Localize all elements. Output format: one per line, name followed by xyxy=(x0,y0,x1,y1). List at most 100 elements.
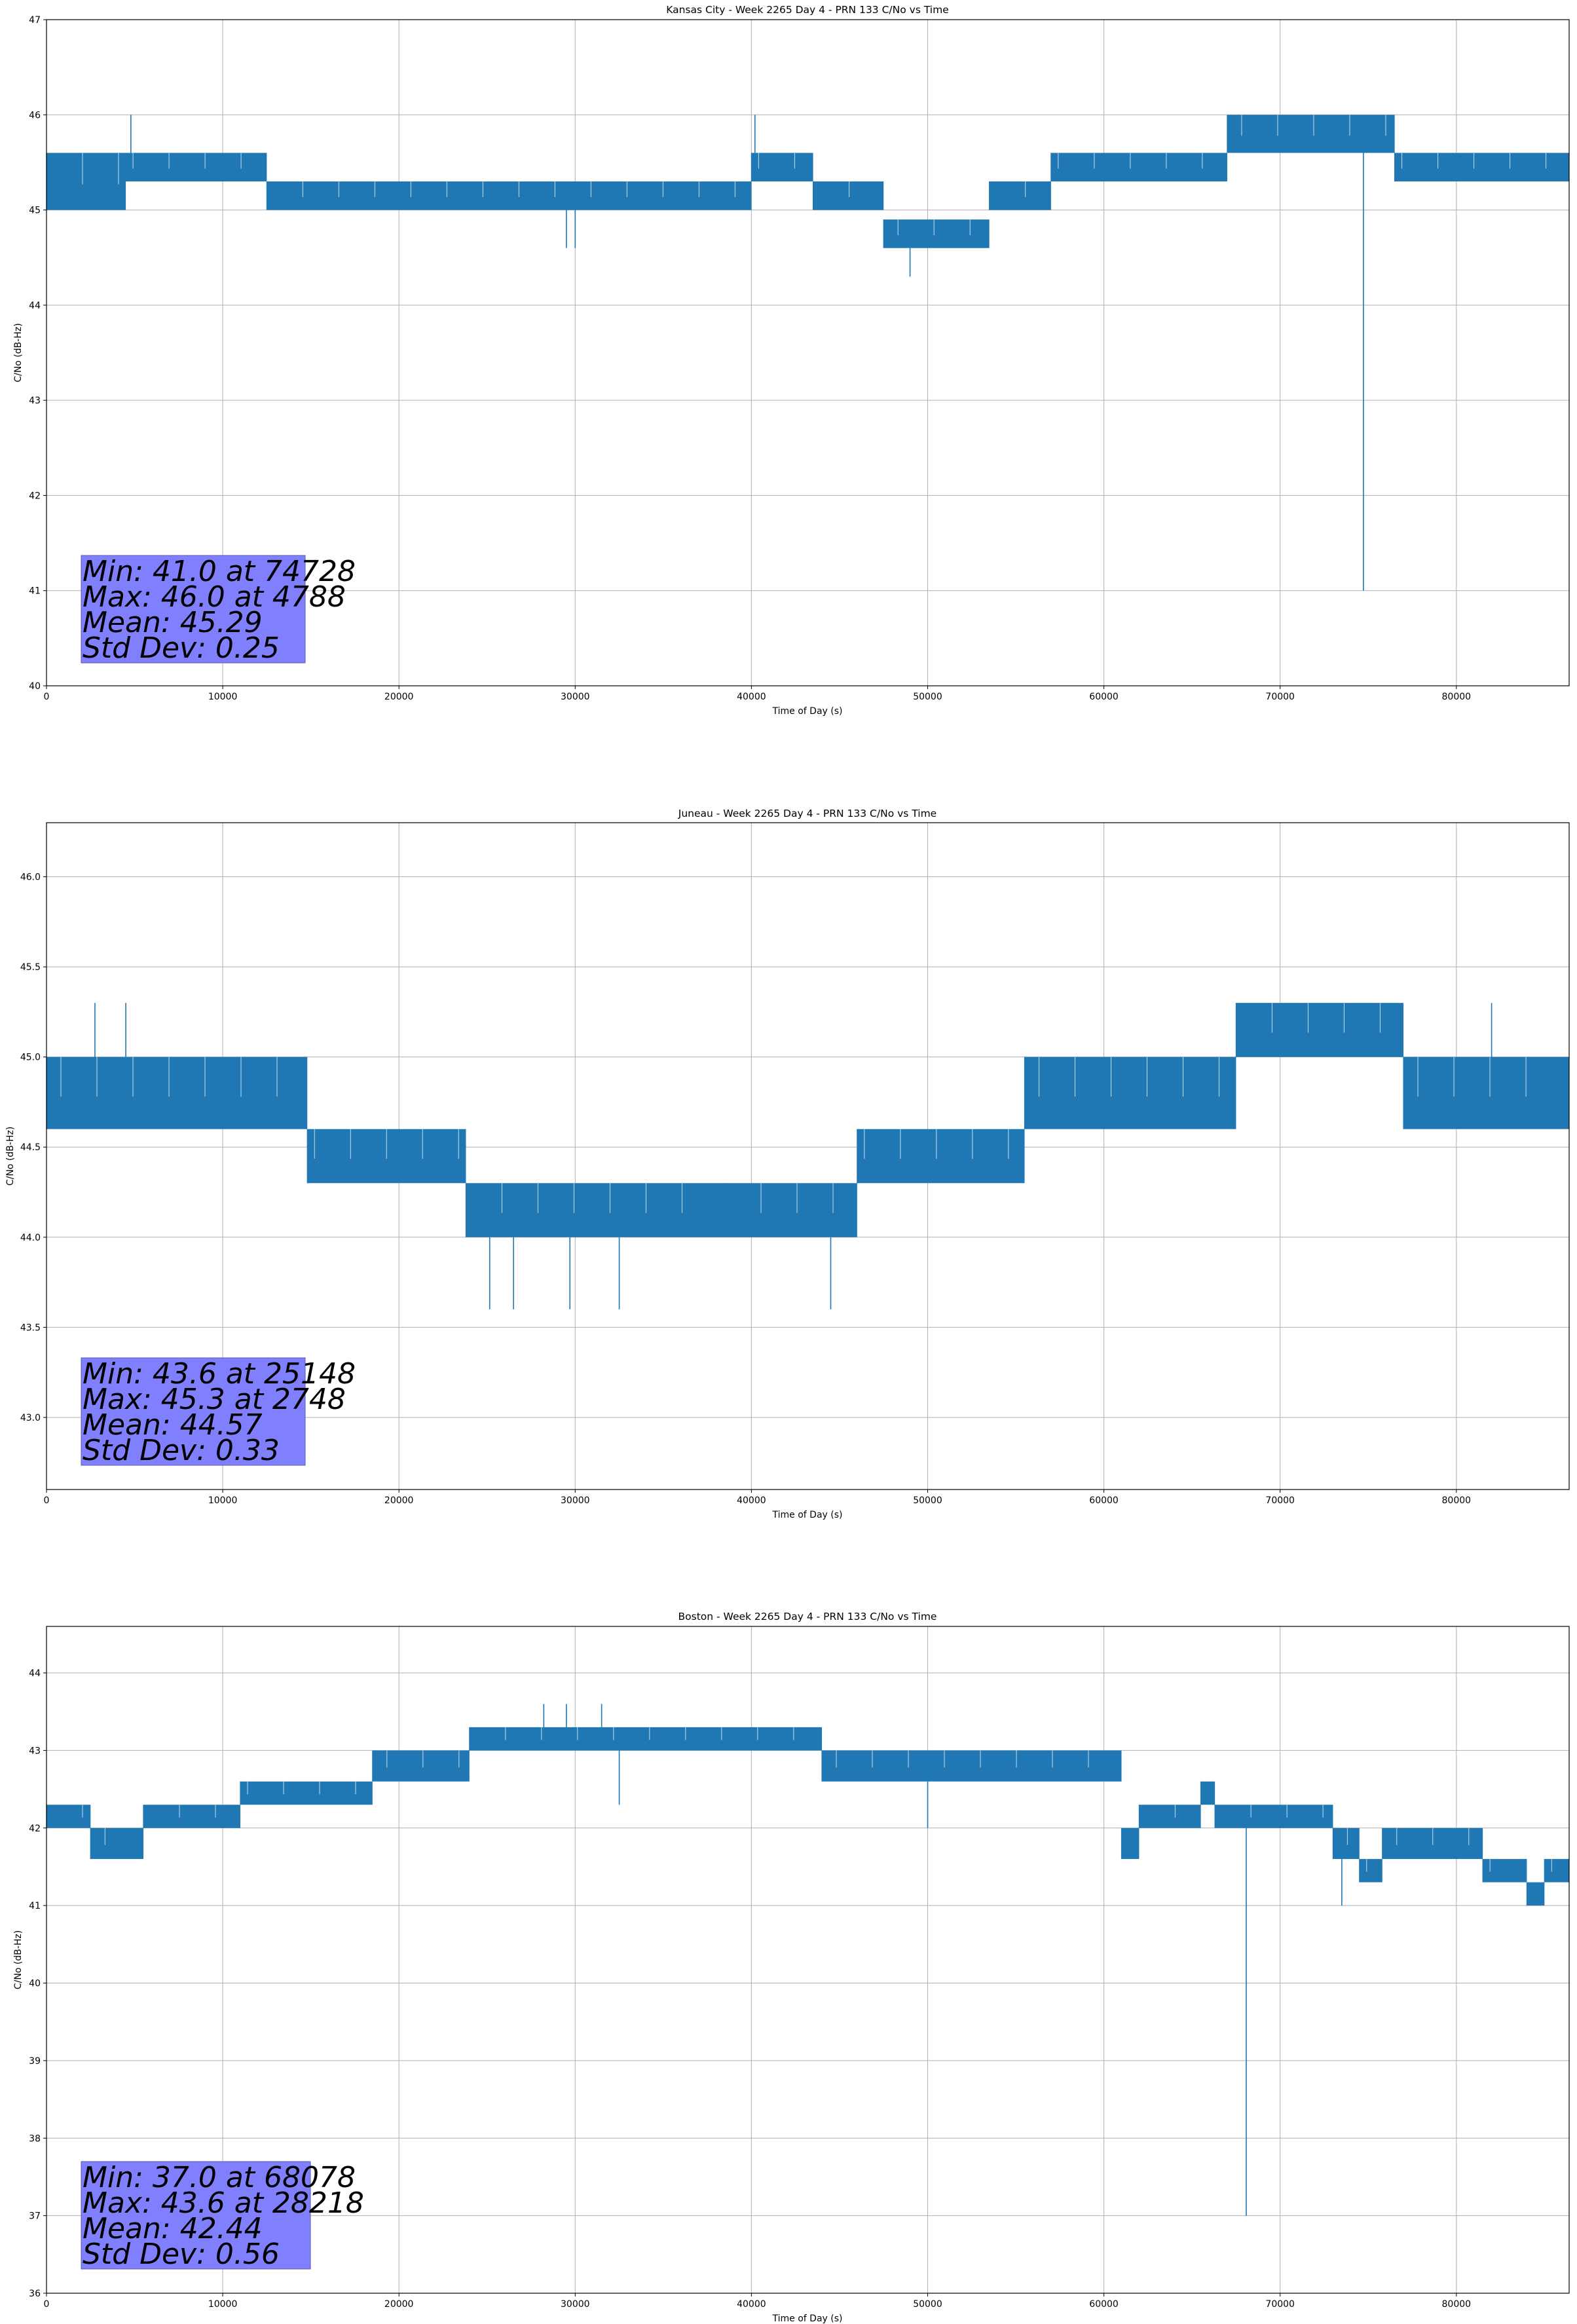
x-tick-label: 10000 xyxy=(208,1495,238,1506)
data-band xyxy=(90,1827,144,1860)
data-band xyxy=(883,219,990,248)
data-band xyxy=(46,153,126,210)
data-band xyxy=(46,1805,91,1828)
y-tick-label: 41 xyxy=(29,586,41,597)
data-band xyxy=(1359,1859,1382,1883)
stats-min: Min: 41.0 at 74728 xyxy=(83,555,356,588)
y-tick-label: 40 xyxy=(29,681,41,692)
y-tick-label: 45.0 xyxy=(20,1053,41,1063)
data-band xyxy=(1139,1805,1201,1828)
x-tick-label: 40000 xyxy=(737,692,766,702)
stats-std-dev: Std Dev: 0.25 xyxy=(83,631,280,665)
data-band xyxy=(1050,153,1227,181)
plot-frame xyxy=(46,19,1570,686)
y-tick-label: 41 xyxy=(29,1901,41,1911)
x-tick-label: 70000 xyxy=(1265,1495,1295,1506)
y-tick-label: 39 xyxy=(29,2056,41,2067)
chart-panel-juneau: Juneau - Week 2265 Day 4 - PRN 133 C/No … xyxy=(5,808,1570,1520)
chart-title: Kansas City - Week 2265 Day 4 - PRN 133 … xyxy=(666,4,949,16)
x-tick-label: 10000 xyxy=(208,2299,238,2310)
x-tick-label: 0 xyxy=(44,2299,50,2310)
data-band xyxy=(1483,1859,1527,1883)
data-series-cno xyxy=(46,1704,1569,2216)
y-tick-label: 37 xyxy=(29,2211,41,2222)
data-band xyxy=(1394,153,1569,181)
x-tick-label: 40000 xyxy=(737,1495,766,1506)
y-axis-title: C/No (dB-Hz) xyxy=(13,1930,24,1989)
y-axis-title: C/No (dB-Hz) xyxy=(13,323,24,382)
y-tick-label: 40 xyxy=(29,1979,41,1989)
data-band xyxy=(751,153,813,181)
data-band xyxy=(240,1781,373,1805)
stats-std-dev: Std Dev: 0.33 xyxy=(83,1434,280,1467)
y-tick-label: 45 xyxy=(29,206,41,216)
axis-ticks: 0 10000 20000 30000 40000 50000 60000 70000 8000… xyxy=(29,1668,1471,2310)
x-axis-title: Time of Day (s) xyxy=(772,706,843,717)
stats-box-background xyxy=(81,2161,311,2270)
stats-max: Max: 45.3 at 2748 xyxy=(83,1383,346,1416)
x-tick-label: 50000 xyxy=(913,692,942,702)
x-tick-label: 60000 xyxy=(1089,692,1119,702)
y-tick-label: 43.0 xyxy=(20,1413,41,1423)
stats-box-background xyxy=(81,555,306,664)
x-tick-label: 20000 xyxy=(384,2299,414,2310)
stats-min: Min: 37.0 at 68078 xyxy=(83,2161,356,2194)
data-band xyxy=(1333,1827,1360,1860)
axis-ticks: 0 10000 20000 30000 40000 50000 60000 70000 8000… xyxy=(29,15,1471,702)
x-tick-label: 20000 xyxy=(384,1495,414,1506)
x-tick-label: 80000 xyxy=(1442,1495,1472,1506)
x-tick-label: 0 xyxy=(44,1495,50,1506)
x-tick-label: 60000 xyxy=(1089,2299,1119,2310)
y-tick-label: 42 xyxy=(29,1824,41,1834)
data-band xyxy=(1403,1057,1569,1129)
y-tick-label: 46.0 xyxy=(20,872,41,883)
chart-panel-kansas-city: Kansas City - Week 2265 Day 4 - PRN 133 … xyxy=(13,4,1570,717)
stats-box: Min: 37.0 at 68078 Max: 43.6 at 28218 Me… xyxy=(81,2161,364,2271)
chart-title: Boston - Week 2265 Day 4 - PRN 133 C/No … xyxy=(678,1611,937,1622)
y-tick-label: 43 xyxy=(29,1746,41,1756)
x-tick-label: 40000 xyxy=(737,2299,766,2310)
stats-std-dev: Std Dev: 0.56 xyxy=(83,2238,280,2271)
data-band xyxy=(1227,115,1395,153)
x-tick-label: 70000 xyxy=(1265,692,1295,702)
stats-mean: Mean: 42.44 xyxy=(83,2212,263,2245)
x-tick-label: 30000 xyxy=(561,692,590,702)
y-tick-label: 45.5 xyxy=(20,962,41,973)
data-band xyxy=(1527,1882,1545,1906)
data-band xyxy=(126,153,267,181)
data-band xyxy=(1236,1003,1404,1057)
x-tick-label: 10000 xyxy=(208,692,238,702)
data-band xyxy=(143,1805,241,1828)
data-band xyxy=(1200,1781,1215,1805)
x-tick-label: 50000 xyxy=(913,1495,942,1506)
axis-ticks: 0 10000 20000 30000 40000 50000 60000 70000 8000… xyxy=(20,872,1471,1506)
plot-frame xyxy=(46,1626,1570,2294)
data-series-cno xyxy=(46,115,1569,591)
x-tick-label: 30000 xyxy=(561,2299,590,2310)
data-band xyxy=(466,1183,726,1237)
y-tick-label: 44.0 xyxy=(20,1233,41,1243)
y-tick-label: 44 xyxy=(29,301,41,311)
data-band xyxy=(813,181,884,210)
data-band xyxy=(1215,1805,1333,1828)
chart-title: Juneau - Week 2265 Day 4 - PRN 133 C/No … xyxy=(678,808,937,819)
y-tick-label: 47 xyxy=(29,15,41,26)
x-tick-label: 80000 xyxy=(1442,692,1472,702)
x-axis-title: Time of Day (s) xyxy=(772,2314,843,2324)
data-band xyxy=(372,1750,470,1782)
data-band xyxy=(267,181,752,210)
data-series-cno xyxy=(46,1003,1569,1309)
y-axis-title: C/No (dB-Hz) xyxy=(5,1127,16,1186)
x-tick-label: 0 xyxy=(44,692,50,702)
data-band xyxy=(725,1183,857,1237)
y-tick-label: 44.5 xyxy=(20,1142,41,1153)
x-tick-label: 50000 xyxy=(913,2299,942,2310)
stats-box: Min: 43.6 at 25148 Max: 45.3 at 2748 Mea… xyxy=(81,1357,356,1467)
y-tick-label: 43.5 xyxy=(20,1322,41,1333)
stats-min: Min: 43.6 at 25148 xyxy=(83,1357,356,1391)
stats-mean: Mean: 45.29 xyxy=(83,606,263,639)
x-tick-label: 80000 xyxy=(1442,2299,1472,2310)
data-band xyxy=(46,1057,308,1129)
plot-frame xyxy=(46,822,1570,1490)
